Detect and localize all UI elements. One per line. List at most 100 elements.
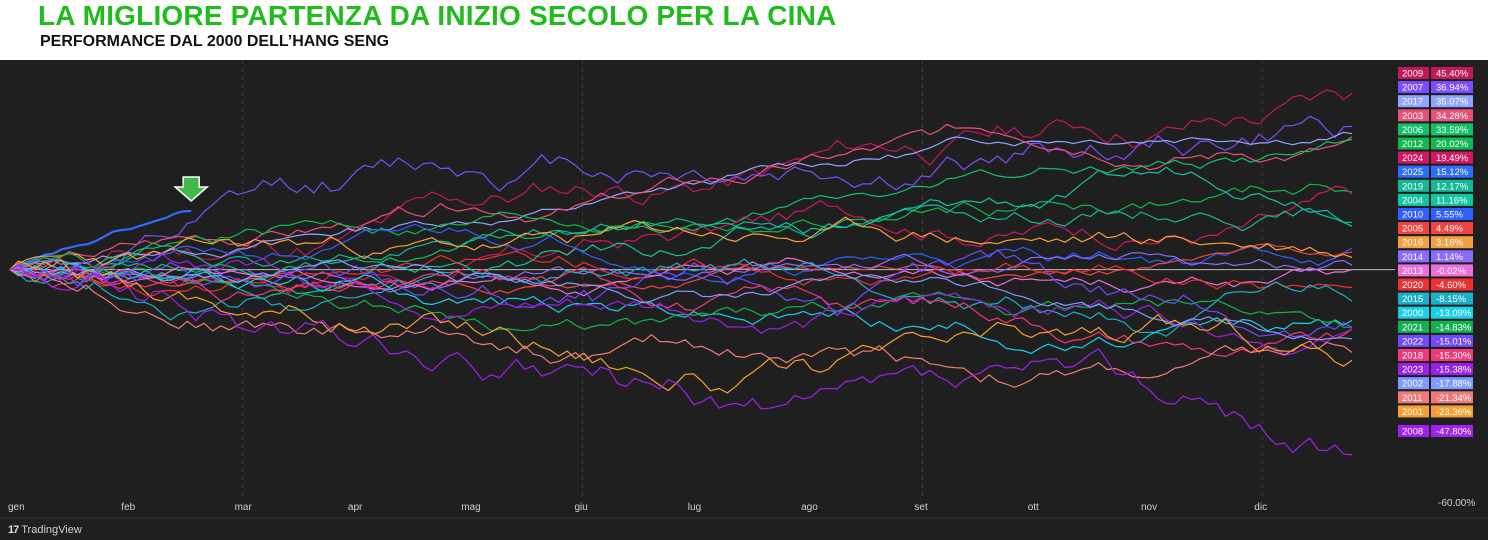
legend-value-label: 1.14%: [1436, 252, 1463, 263]
x-tick-label: nov: [1141, 502, 1157, 513]
legend-value-badge: [1431, 165, 1473, 178]
legend-value-badge: [1431, 264, 1473, 277]
legend-value-label: 3.16%: [1436, 238, 1463, 249]
legend-year-badge: [1398, 81, 1429, 94]
legend-year-label: 2008: [1402, 427, 1423, 438]
legend-value-label: 33.59%: [1436, 125, 1469, 136]
legend-year-label: 2025: [1402, 167, 1423, 178]
legend-value-label: 19.49%: [1436, 153, 1469, 164]
grid-layer: [0, 60, 1488, 519]
legend-year-badge: [1398, 425, 1429, 437]
series-line-2014: [9, 252, 1353, 293]
x-tick-label: apr: [348, 502, 363, 513]
legend-value-label: -8.15%: [1436, 294, 1467, 305]
series-line-2013: [9, 257, 1353, 297]
series-line-2021: [9, 252, 1353, 332]
legend-year-badge: [1398, 377, 1429, 390]
legend-value-badge: [1431, 179, 1473, 192]
series-line-2017: [9, 131, 1353, 271]
legend-year-badge: [1398, 222, 1429, 235]
legend-year-badge: [1398, 405, 1429, 418]
legend-value-badge: [1431, 193, 1473, 206]
legend-layer: 2009 45.40% 2007 36.94% 2017 35.07% 2003 34.28%…: [1398, 67, 1473, 438]
legend-year-label: 2018: [1402, 351, 1423, 362]
legend-year-badge: [1398, 193, 1429, 206]
legend-value-badge: [1431, 250, 1473, 263]
legend-value-badge: [1431, 123, 1473, 136]
series-line-2010: [9, 223, 1353, 284]
chart-title: LA MIGLIORE PARTENZA DA INIZIO SECOLO PE…: [38, 0, 837, 31]
legend-value-badge: [1431, 377, 1473, 390]
legend-year-badge: [1398, 292, 1429, 305]
legend-value-badge: [1431, 109, 1473, 122]
series-lines: [9, 89, 1353, 456]
legend-value-label: 34.28%: [1436, 111, 1469, 122]
legend-value-label: -23.36%: [1436, 407, 1472, 418]
legend-year-badge: [1398, 363, 1429, 376]
x-tick-label: mar: [235, 502, 253, 513]
legend-year-label: 2016: [1402, 238, 1423, 249]
x-tick-label: feb: [121, 502, 135, 513]
legend-year-label: 2007: [1402, 83, 1423, 94]
legend-value-label: 15.12%: [1436, 167, 1469, 178]
legend-year-badge: [1398, 179, 1429, 192]
series-line-2000: [9, 262, 1353, 354]
legend-year-badge: [1398, 391, 1429, 404]
series-line-2011: [9, 269, 1353, 388]
footer: 17 TradingView: [8, 524, 82, 536]
legend-year-label: 2021: [1402, 322, 1423, 333]
legend-value-label: -14.83%: [1436, 322, 1472, 333]
legend-year-label: 2011: [1402, 393, 1422, 404]
legend-value-badge: [1431, 391, 1473, 404]
legend-year-label: 2004: [1402, 195, 1423, 206]
series-line-2007: [9, 115, 1353, 281]
legend-value-label: -15.30%: [1436, 351, 1472, 362]
down-arrow-icon: [173, 176, 210, 202]
legend-year-badge: [1398, 67, 1429, 79]
legend-value-badge: [1431, 292, 1473, 305]
x-tick-label: ago: [801, 502, 818, 513]
legend-year-badge: [1398, 334, 1429, 347]
series-line-2001: [9, 258, 1353, 394]
series-line-2012: [9, 183, 1353, 280]
legend-value-label: -47.80%: [1436, 427, 1472, 438]
legend-value-label: 12.17%: [1436, 181, 1469, 192]
legend-value-label: -21.34%: [1436, 393, 1472, 404]
chart-svg[interactable]: gen feb mar apr mag giu lug ago set ott nov dic -60.…: [0, 60, 1488, 540]
legend-year-badge: [1398, 165, 1429, 178]
series-line-2022: [9, 249, 1353, 338]
x-tick-label: dic: [1254, 502, 1267, 513]
series-line-2023: [9, 252, 1353, 356]
legend-year-badge: [1398, 320, 1429, 333]
legend-value-label: -13.09%: [1436, 308, 1472, 319]
legend-year-badge: [1398, 208, 1429, 220]
series-line-2019: [9, 204, 1353, 272]
legend-value-badge: [1431, 67, 1473, 79]
chart-area[interactable]: gen feb mar apr mag giu lug ago set ott nov dic -60.…: [0, 60, 1488, 540]
legend-year-badge: [1398, 236, 1429, 249]
legend-value-badge: [1431, 81, 1473, 94]
legend-year-label: 2012: [1402, 139, 1423, 150]
legend-year-badge: [1398, 349, 1429, 361]
legend-value-badge: [1431, 137, 1473, 150]
legend-value-label: 45.40%: [1436, 69, 1469, 80]
legend-year-badge: [1398, 250, 1429, 263]
axis-layer: gen feb mar apr mag giu lug ago set ott nov dic -60.…: [8, 498, 1475, 513]
legend-year-label: 2010: [1402, 210, 1423, 221]
series-line-2015: [9, 258, 1353, 337]
legend-year-label: 2009: [1402, 69, 1423, 80]
legend-value-badge: [1431, 425, 1473, 437]
x-tick-label: giu: [575, 502, 588, 513]
legend-value-label: 11.16%: [1436, 195, 1468, 206]
legend-value-label: 4.49%: [1436, 224, 1463, 235]
legend-year-label: 2023: [1402, 365, 1423, 376]
legend-value-label: -17.88%: [1436, 379, 1472, 390]
legend-value-badge: [1431, 306, 1473, 319]
legend-year-label: 2014: [1402, 252, 1423, 263]
legend-value-label: 36.94%: [1436, 83, 1469, 94]
legend-year-label: 2015: [1402, 294, 1423, 305]
legend-year-label: 2020: [1402, 280, 1423, 291]
legend-year-label: 2006: [1402, 125, 1423, 136]
legend-year-label: 2005: [1402, 224, 1423, 235]
legend-value-label: 5.55%: [1436, 210, 1463, 221]
